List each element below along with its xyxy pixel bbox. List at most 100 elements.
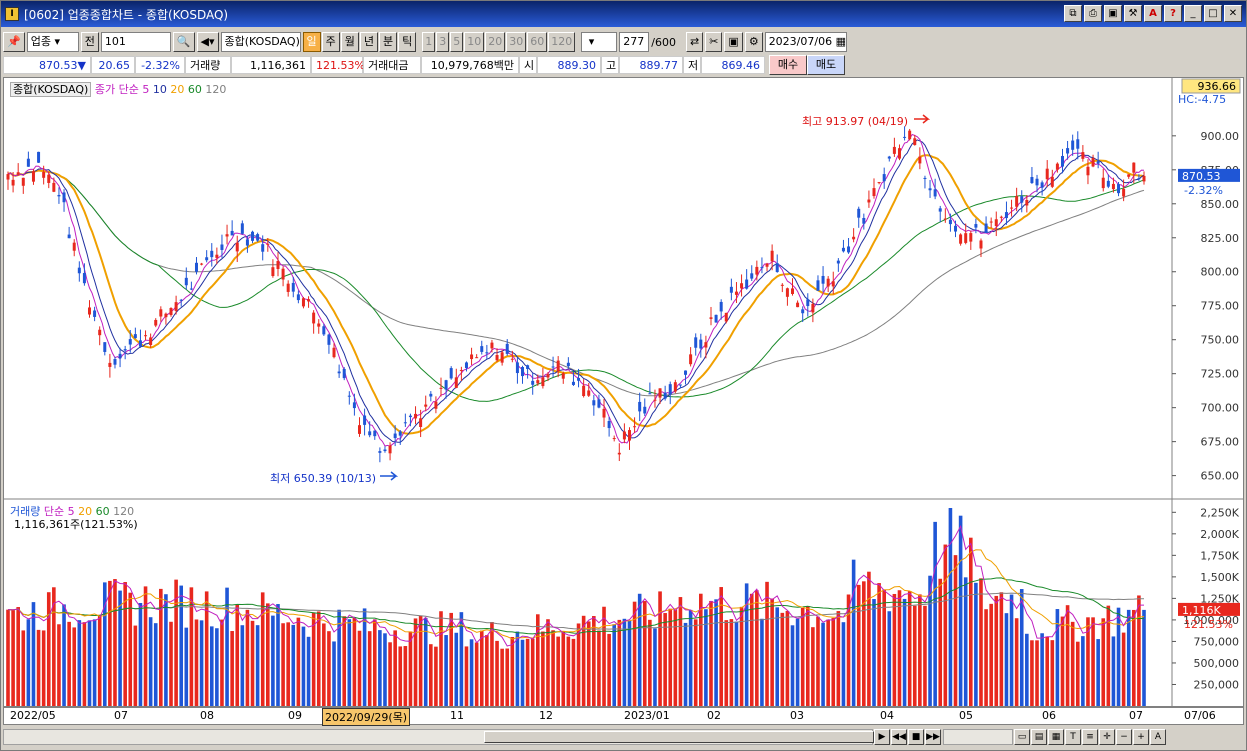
candle-body: [872, 188, 876, 197]
volume-bar: [581, 615, 586, 706]
candle-body: [816, 280, 820, 291]
interval-tab-4[interactable]: 20: [485, 32, 506, 52]
candle-body: [261, 244, 265, 252]
interval-tab-5[interactable]: 30: [506, 32, 527, 52]
tool-icon[interactable]: ⚒: [1124, 5, 1142, 22]
scroll-track[interactable]: [3, 729, 874, 745]
alert-icon[interactable]: A: [1144, 5, 1162, 22]
volume-value: 1,116,361: [231, 56, 311, 74]
candle-body: [500, 352, 504, 363]
last-pct-label: -2.32%: [1184, 184, 1223, 197]
volume-bar: [612, 624, 617, 706]
candle-body: [93, 310, 97, 317]
gear-icon[interactable]: ⚙: [744, 32, 763, 52]
link-icon[interactable]: ⧉: [1064, 5, 1082, 22]
font-icon[interactable]: A: [1150, 729, 1166, 745]
forward-icon[interactable]: ▶▶: [925, 729, 941, 745]
interval-tab-1[interactable]: 3: [436, 32, 450, 52]
candle-body: [933, 189, 937, 197]
candle-body: [1050, 176, 1054, 187]
volume-bar: [1101, 618, 1106, 706]
volume-bar: [250, 620, 255, 706]
candle-body: [210, 250, 214, 258]
candle-body: [510, 358, 514, 360]
high-arrow-icon: [914, 114, 931, 124]
volume-bar: [403, 646, 408, 706]
interval-tab-2[interactable]: 5: [450, 32, 464, 52]
chart-canvas[interactable]: 900.00875.00850.00825.00800.00775.00750.…: [4, 78, 1243, 706]
save-icon[interactable]: ▣: [1104, 5, 1122, 22]
volume-bar: [505, 648, 510, 706]
high-annotation: 최고 913.97 (04/19): [802, 115, 909, 128]
count-value[interactable]: 277: [619, 32, 650, 52]
zoom-in-icon[interactable]: +: [1133, 729, 1149, 745]
period-tab-4[interactable]: 분: [379, 32, 398, 52]
search-icon[interactable]: 🔍: [172, 32, 195, 52]
volume-bar: [57, 624, 61, 706]
candle-body: [485, 352, 489, 354]
volume-bar: [561, 631, 566, 706]
window-icon[interactable]: ▭: [1014, 729, 1030, 745]
volume-bar: [979, 578, 983, 706]
text-icon[interactable]: T: [1065, 729, 1081, 745]
interval-tab-6[interactable]: 60: [527, 32, 548, 52]
scroll-thumb[interactable]: [484, 731, 874, 743]
pin-icon[interactable]: 📌: [3, 32, 25, 52]
prefix-button[interactable]: 전: [80, 32, 99, 52]
play-icon[interactable]: ▶: [874, 729, 890, 745]
candle-body: [21, 177, 25, 186]
speaker-icon[interactable]: ◀▾: [196, 32, 219, 52]
hc-label: HC:-4.75: [1178, 93, 1226, 106]
period-tab-2[interactable]: 월: [340, 32, 359, 52]
candle-body: [225, 234, 229, 237]
candle-body: [556, 360, 560, 372]
stop-icon[interactable]: ■: [908, 729, 924, 745]
grid-icon[interactable]: ▦: [1048, 729, 1064, 745]
maximize-button[interactable]: □: [1204, 5, 1222, 22]
count-input[interactable]: ▾: [581, 32, 618, 52]
cross-icon[interactable]: ✛: [1099, 729, 1115, 745]
category-select[interactable]: 업종 ▾: [26, 32, 79, 52]
rewind-icon[interactable]: ◀◀: [891, 729, 907, 745]
disk-icon[interactable]: ▣: [724, 32, 743, 52]
interval-tab-3[interactable]: 10: [464, 32, 485, 52]
period-tab-0[interactable]: 일: [302, 32, 321, 52]
scissors-icon[interactable]: ✂: [705, 32, 723, 52]
code-input[interactable]: 101: [100, 32, 171, 52]
period-tab-3[interactable]: 년: [359, 32, 379, 52]
price-tick-label: 650.00: [1201, 470, 1240, 483]
candle-body: [877, 182, 881, 184]
date-input[interactable]: 2023/07/06 ▦: [764, 32, 847, 52]
time-label-0: 2022/05: [10, 709, 56, 722]
sell-button[interactable]: 매도: [807, 55, 845, 75]
candle-body: [464, 362, 468, 369]
print-icon[interactable]: ⎙: [1084, 5, 1102, 22]
zoom-slider[interactable]: [943, 729, 1013, 745]
swap-icon[interactable]: ⇄: [685, 32, 704, 52]
candle-body: [444, 380, 448, 390]
bars-icon[interactable]: ≡: [1082, 729, 1098, 745]
volume-bar: [398, 646, 403, 706]
volume-bar: [362, 608, 367, 706]
candle-body: [307, 299, 311, 302]
volume-bar: [953, 555, 958, 706]
close-button[interactable]: ✕: [1224, 5, 1242, 22]
period-tab-1[interactable]: 주: [321, 32, 340, 52]
minimize-button[interactable]: _: [1184, 5, 1202, 22]
candle-body: [826, 278, 830, 287]
zoom-out-icon[interactable]: −: [1116, 729, 1132, 745]
candle-body: [1035, 178, 1039, 186]
layout-icon[interactable]: ▤: [1031, 729, 1047, 745]
interval-tab-7[interactable]: 120: [548, 32, 576, 52]
volume-bar: [189, 587, 194, 706]
interval-tab-0[interactable]: 1: [422, 32, 436, 52]
buy-button[interactable]: 매수: [769, 55, 807, 75]
period-tab-5[interactable]: 틱: [398, 32, 417, 52]
candle-body: [388, 445, 392, 454]
candle-body: [1132, 162, 1136, 173]
candle-body: [1086, 166, 1090, 176]
volume-bar: [209, 626, 214, 706]
help-icon[interactable]: ?: [1164, 5, 1182, 22]
chart-area[interactable]: 900.00875.00850.00825.00800.00775.00750.…: [3, 77, 1244, 707]
candle-body: [449, 368, 453, 379]
